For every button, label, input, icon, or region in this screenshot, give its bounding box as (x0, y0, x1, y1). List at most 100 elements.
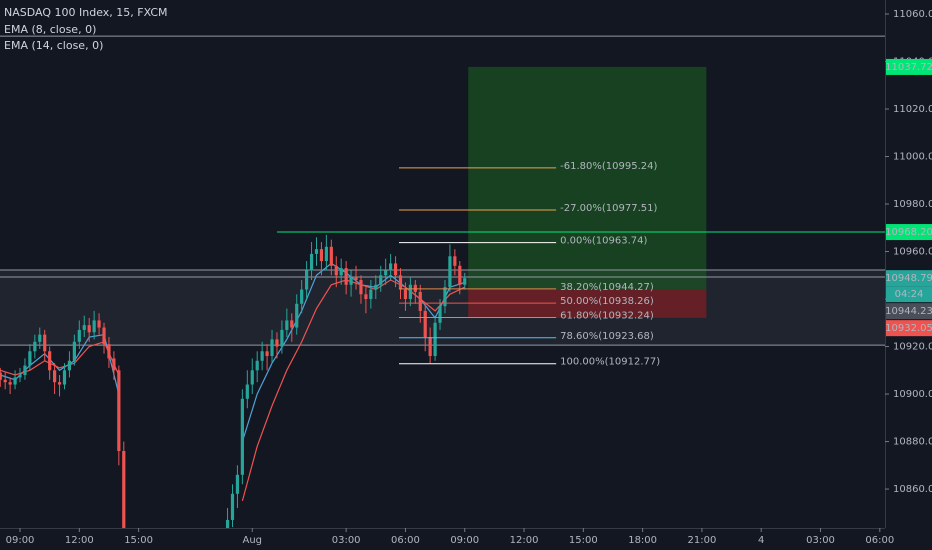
candle-body (230, 493, 235, 520)
y-tick-label: 11020.00 (893, 104, 932, 115)
candle-body (67, 360, 72, 371)
candle-body (92, 320, 96, 333)
fib-label: -27.00%(10977.51) (560, 203, 657, 214)
candle-body (240, 398, 244, 475)
candle-body (433, 322, 437, 357)
candle-body (379, 275, 383, 285)
candle-body (102, 327, 106, 345)
x-tick-label: 15:00 (124, 535, 153, 546)
candle-body (334, 265, 338, 276)
price-tag (886, 224, 932, 241)
candle-body (309, 253, 314, 271)
indicator-legend: EMA (14, close, 0) (4, 39, 103, 52)
candle-body (275, 339, 279, 347)
candle-body (403, 289, 408, 300)
x-tick-label: 12:00 (510, 535, 539, 546)
candle-body (255, 360, 259, 371)
price-tag (886, 58, 932, 75)
candle-body (453, 256, 457, 266)
fib-label: 0.00%(10963.74) (560, 236, 647, 247)
candle-body (324, 246, 328, 262)
candle-body (97, 320, 101, 328)
x-tick-label: 03:00 (332, 535, 361, 546)
candle-body (48, 351, 52, 371)
candle-body (62, 370, 67, 385)
candle-body (77, 329, 81, 342)
candle-body (250, 370, 254, 385)
y-tick-label: 10920.00 (893, 342, 932, 353)
candle-body (117, 370, 121, 452)
candle-body (398, 275, 403, 290)
indicator-legend: EMA (8, close, 0) (4, 23, 96, 36)
candle-body (28, 351, 32, 366)
candle-body (413, 284, 417, 292)
price-tag-label: 10948.79 (885, 273, 932, 284)
y-tick-label: 10860.00 (893, 484, 932, 495)
price-tag (886, 303, 932, 320)
y-tick-label: 11000.00 (893, 152, 932, 163)
candle-body (339, 268, 343, 276)
candle-body (438, 306, 442, 323)
candle-body (428, 337, 432, 357)
candle-body (122, 451, 126, 528)
candle-body (225, 519, 230, 528)
x-tick-label: 06:00 (391, 535, 420, 546)
candle-body (389, 263, 393, 271)
candle-body (458, 265, 462, 285)
candle-body (23, 365, 27, 376)
x-tick-label: 12:00 (65, 535, 94, 546)
x-tick-label: 18:00 (628, 535, 657, 546)
candle-body (18, 375, 22, 378)
candle-body (408, 284, 412, 300)
x-tick-label: 03:00 (806, 535, 835, 546)
plot-area: -61.80%(10995.24) -27.00%(10977.51) 0.00%(… (0, 35, 885, 528)
candle-body (72, 341, 76, 361)
axes: 10860.0010880.0010900.0010920.0010940.00… (6, 9, 932, 546)
candle-body (393, 263, 398, 276)
candle-body (314, 249, 319, 254)
price-tag (886, 270, 932, 287)
candle-body (0, 372, 2, 380)
candle-body (319, 249, 324, 262)
candle-body (329, 246, 333, 266)
y-tick-label: 10960.00 (893, 247, 932, 258)
x-tick-label: 4 (758, 535, 764, 546)
candle-body (53, 370, 57, 383)
candle-body (38, 334, 42, 342)
candle-body (57, 382, 62, 385)
candle-body (349, 277, 353, 285)
symbol-title: NASDAQ 100 Index, 15, FXCM (4, 6, 168, 19)
y-tick-label: 11060.00 (893, 9, 932, 20)
candle-body (423, 310, 427, 338)
candle-body (418, 291, 422, 311)
candle-body (87, 325, 91, 333)
candle-body (443, 287, 447, 307)
candle-body (369, 289, 373, 300)
candle-body (3, 379, 7, 383)
candle-body (265, 351, 269, 357)
profit-zone (468, 66, 707, 289)
candle-body (295, 303, 299, 328)
candle-body (285, 320, 289, 330)
candle-body (235, 474, 240, 494)
candle-body (384, 270, 388, 276)
candle-body (354, 277, 358, 281)
fib-label: 38.20%(10944.27) (560, 282, 654, 293)
candle-body (280, 329, 284, 347)
y-tick-label: 10880.00 (893, 437, 932, 448)
candle-body (112, 358, 116, 371)
fib-label: 78.60%(10923.68) (560, 331, 654, 342)
candle-body (463, 278, 467, 285)
candle-body (245, 384, 249, 399)
fib-label: -61.80%(10995.24) (560, 161, 657, 172)
candle-body (82, 325, 86, 330)
fib-label: 100.00%(10912.77) (560, 357, 660, 368)
candle-body (300, 289, 304, 304)
fib-label: 50.00%(10938.26) (560, 296, 654, 307)
candle-body (107, 344, 111, 359)
candle-body (290, 320, 294, 328)
x-tick-label: Aug (242, 535, 262, 546)
price-tag-label: 10932.05 (885, 323, 932, 334)
